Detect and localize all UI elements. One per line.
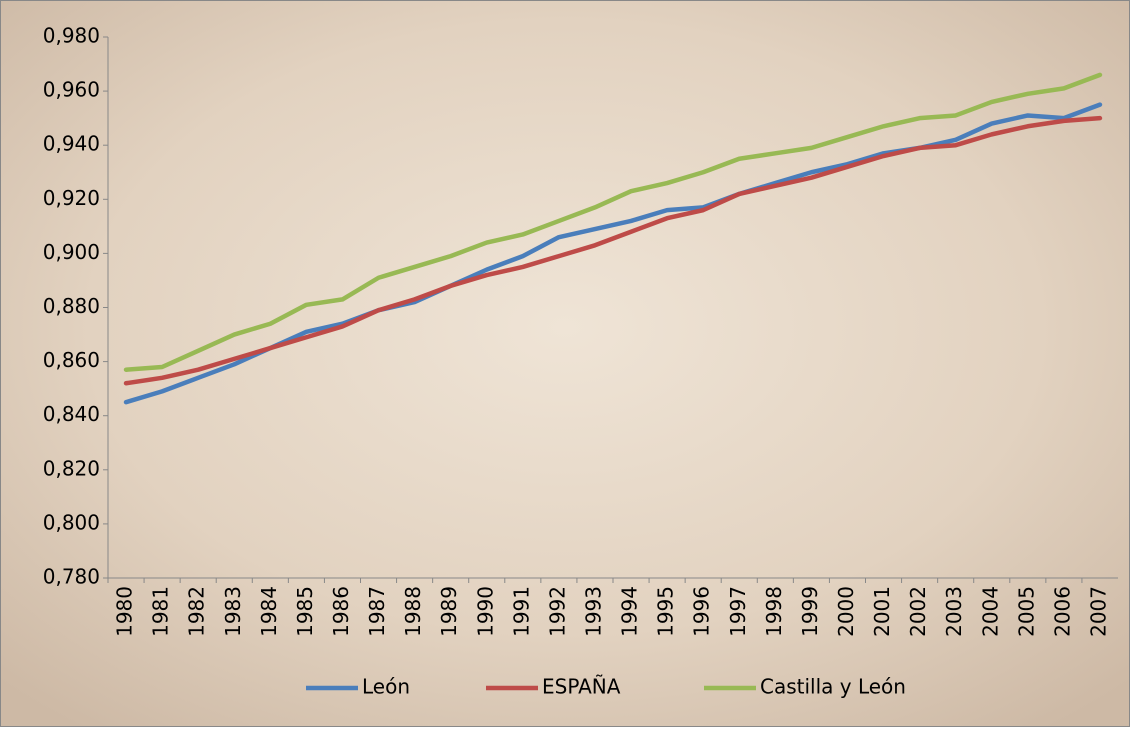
x-tick-label: 1981 [149,586,173,637]
x-tick-label: 1995 [654,586,678,637]
y-tick-label: 0,920 [43,186,100,210]
x-tick-label: 1983 [221,586,245,637]
y-tick-label: 0,820 [43,456,100,480]
y-tick-label: 0,780 [43,565,100,589]
y-tick-label: 0,860 [43,348,100,372]
x-tick-label: 1994 [618,586,642,637]
x-tick-label: 2001 [870,586,894,637]
y-tick-label: 0,840 [43,402,100,426]
y-tick-label: 0,880 [43,294,100,318]
x-tick-label: 1980 [113,586,137,637]
x-tick-label: 1991 [509,586,533,637]
x-tick-label: 1982 [185,586,209,637]
x-tick-label: 2006 [1050,586,1074,637]
x-tick-label: 1987 [365,586,389,637]
x-tick-label: 1989 [437,586,461,637]
y-tick-label: 0,960 [43,78,100,102]
x-tick-label: 1992 [545,586,569,637]
y-tick-label: 0,980 [43,24,100,48]
legend-label: León [362,675,410,699]
x-tick-label: 1997 [726,586,750,637]
x-tick-label: 1996 [690,586,714,637]
series-line [123,115,1103,386]
legend-label: ESPAÑA [542,675,621,699]
x-tick-label: 1988 [401,586,425,637]
x-tick-label: 1986 [329,586,353,637]
x-tick-label: 1985 [293,586,317,637]
x-tick-label: 2007 [1086,586,1110,637]
series-line [123,72,1103,372]
y-tick-label: 0,940 [43,132,100,156]
x-tick-label: 1984 [257,586,281,637]
x-tick-label: 1999 [798,586,822,637]
y-tick-label: 0,800 [43,510,100,534]
legend-label: Castilla y León [760,675,906,699]
x-tick-label: 2005 [1014,586,1038,637]
x-tick-label: 2003 [942,586,966,637]
x-tick-label: 2004 [978,586,1002,637]
x-tick-label: 1990 [473,586,497,637]
y-tick-label: 0,900 [43,240,100,264]
x-tick-label: 1998 [762,586,786,637]
series-line [123,102,1103,405]
x-tick-label: 1993 [581,586,605,637]
x-tick-label: 2000 [834,586,858,637]
x-tick-label: 2002 [906,586,930,637]
